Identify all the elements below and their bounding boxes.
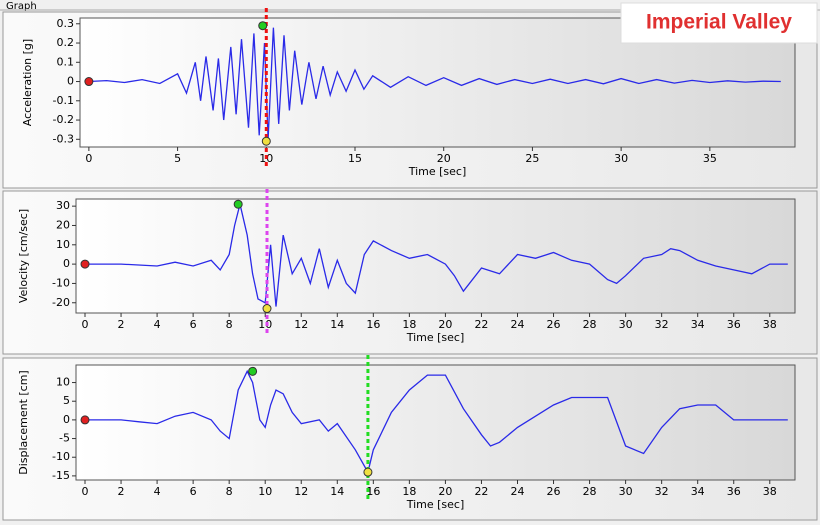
x-tick-label: 0 [82,318,89,331]
x-tick-label: 16 [366,318,380,331]
x-tick-label: 34 [691,318,705,331]
x-tick-label: 18 [402,485,416,498]
trace [85,204,788,307]
peak-marker [258,21,268,31]
x-tick-label: 10 [258,485,272,498]
x-tick-label: 12 [294,318,308,331]
y-tick-label: 0.1 [57,55,75,68]
y-axis-label: Velocity [cm/sec] [17,209,30,303]
x-tick-label: 14 [330,318,344,331]
x-tick-label: 2 [118,318,125,331]
peak-marker [248,366,258,376]
x-tick-label: 36 [727,485,741,498]
x-tick-label: 2 [118,485,125,498]
x-tick-label: 38 [763,485,777,498]
y-tick-label: 10 [56,376,70,389]
x-tick-label: 30 [619,318,633,331]
y-tick-label: 20 [56,218,70,231]
x-tick-label: 28 [583,318,597,331]
x-tick-label: 4 [154,485,161,498]
y-tick-label: -10 [52,276,70,289]
peak-marker [80,415,90,425]
trace [88,27,781,140]
x-tick-label: 20 [438,485,452,498]
plot-area [75,364,796,481]
y-tick-label: 5 [63,394,70,407]
peak-marker [80,259,90,269]
y-tick-label: -15 [52,469,70,482]
x-tick-label: 30 [619,485,633,498]
y-tick-label: 0.3 [57,17,75,30]
x-tick-label: 20 [438,318,452,331]
y-tick-label: -10 [52,450,70,463]
x-tick-label: 0 [82,485,89,498]
x-axis-label: Time [sec] [406,498,465,511]
peak-marker [262,304,272,314]
x-tick-label: 12 [294,485,308,498]
y-tick-label: 0 [63,257,70,270]
peak-marker [363,467,373,477]
x-tick-label: 16 [366,485,380,498]
y-tick-label: -5 [59,432,70,445]
x-tick-label: 22 [474,485,488,498]
x-tick-label: 20 [437,152,451,165]
x-tick-label: 18 [402,318,416,331]
y-tick-label: -0.1 [53,94,74,107]
x-axis-label: Time [sec] [406,331,465,344]
x-tick-label: 8 [226,485,233,498]
y-tick-label: 30 [56,199,70,212]
overlay-title: Imperial Valley [646,11,792,34]
x-tick-label: 38 [763,318,777,331]
x-tick-label: 15 [348,152,362,165]
y-tick-label: 10 [56,238,70,251]
x-tick-label: 35 [703,152,717,165]
y-axis-label: Displacement [cm] [17,370,30,474]
y-tick-label: 0 [63,413,70,426]
x-tick-label: 36 [727,318,741,331]
peak-marker [261,136,271,146]
tab-label: Graph [6,1,37,12]
plot-area [75,198,796,314]
x-tick-label: 30 [614,152,628,165]
x-tick-label: 26 [547,318,561,331]
title-box [620,2,818,44]
x-tick-label: 28 [583,485,597,498]
peak-marker [84,77,94,87]
y-tick-label: -20 [52,296,70,309]
y-tick-label: 0.2 [57,36,75,49]
x-tick-label: 32 [655,485,669,498]
x-tick-label: 4 [154,318,161,331]
y-tick-label: -0.2 [53,113,74,126]
x-tick-label: 25 [525,152,539,165]
x-tick-label: 26 [547,485,561,498]
trace [85,369,788,474]
x-axis-label: Time [sec] [408,165,467,178]
y-tick-label: 0 [67,75,74,88]
x-tick-label: 22 [474,318,488,331]
x-tick-label: 6 [190,318,197,331]
x-tick-label: 24 [510,485,524,498]
x-tick-label: 10 [258,318,272,331]
peak-marker [233,199,243,209]
x-tick-label: 8 [226,318,233,331]
x-tick-label: 14 [330,485,344,498]
x-tick-label: 6 [190,485,197,498]
x-tick-label: 24 [510,318,524,331]
x-tick-label: 32 [655,318,669,331]
x-tick-label: 0 [85,152,92,165]
x-tick-label: 5 [174,152,181,165]
y-tick-label: -0.3 [53,132,74,145]
y-axis-label: Acceleration [g] [21,39,34,126]
x-tick-label: 34 [691,485,705,498]
